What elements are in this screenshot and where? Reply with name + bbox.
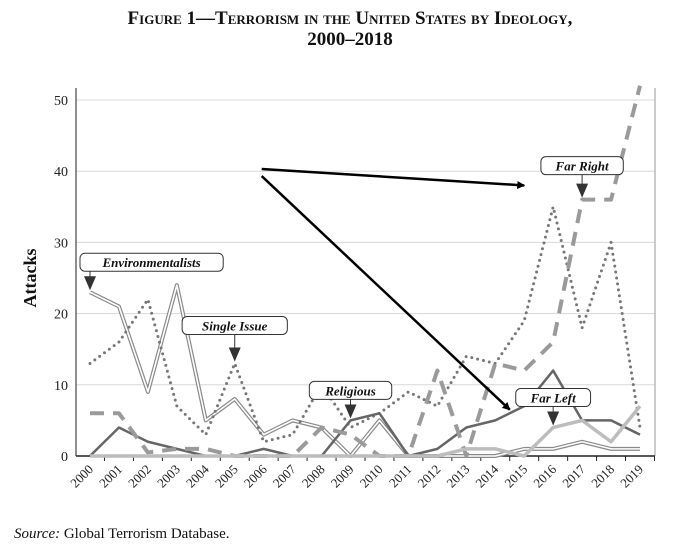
x-tick-label: 2006 bbox=[241, 461, 270, 490]
x-tick-label: 2000 bbox=[67, 462, 96, 491]
series-line-religious bbox=[89, 369, 641, 458]
annotation-box bbox=[308, 380, 393, 400]
y-tick-label: 20 bbox=[54, 308, 68, 323]
x-tick-label: 2005 bbox=[212, 462, 241, 491]
x-tick-label: 2003 bbox=[154, 462, 183, 491]
pointer-arrow bbox=[260, 175, 511, 411]
x-tick-label: 2015 bbox=[501, 462, 530, 491]
x-tick-label: 2013 bbox=[443, 462, 472, 491]
annotation-box bbox=[540, 156, 624, 176]
source-note: Source: Global Terrorism Database. bbox=[14, 526, 230, 543]
title-line-2: 2000–2018 bbox=[307, 29, 393, 50]
x-tick-label: 2002 bbox=[125, 462, 154, 491]
y-tick-label: 50 bbox=[54, 94, 68, 109]
series-line-single-issue bbox=[88, 205, 642, 444]
x-tick-label: 2010 bbox=[357, 462, 386, 491]
x-tick-label: 2007 bbox=[270, 461, 299, 490]
y-axis-label: Attacks bbox=[20, 249, 40, 308]
series-line-far-left bbox=[90, 405, 642, 458]
series-line-environmentalists bbox=[89, 284, 640, 457]
x-tick-label: 2018 bbox=[588, 462, 617, 491]
x-tick-label: 2017 bbox=[559, 461, 588, 490]
annotation-label: Environmentalists bbox=[101, 255, 200, 270]
y-tick-label: 0 bbox=[61, 450, 68, 465]
y-tick-label: 40 bbox=[54, 165, 68, 180]
x-tick-label: 2009 bbox=[328, 462, 357, 491]
source-label: Source: bbox=[14, 526, 61, 542]
annotation-label: Single Issue bbox=[202, 318, 268, 333]
x-tick-label: 2012 bbox=[414, 462, 443, 491]
annotation-box bbox=[515, 388, 592, 408]
source-text: Global Terrorism Database. bbox=[60, 526, 230, 542]
x-tick-label: 2016 bbox=[530, 461, 559, 490]
x-tick-label: 2019 bbox=[617, 462, 646, 491]
title-line-1: Figure 1—Terrorism in the United States … bbox=[127, 8, 573, 29]
x-tick-label: 2001 bbox=[96, 462, 125, 491]
annotation-box bbox=[79, 252, 224, 272]
pointer-arrow bbox=[261, 167, 526, 189]
x-tick-label: 2004 bbox=[183, 461, 212, 490]
x-tick-label: 2011 bbox=[386, 462, 415, 491]
y-tick-label: 10 bbox=[54, 379, 68, 394]
x-tick-label: 2008 bbox=[299, 462, 328, 491]
series-line-far-right bbox=[90, 85, 642, 458]
x-tick-label: 2014 bbox=[472, 461, 501, 490]
annotation-box bbox=[181, 315, 288, 335]
y-tick-label: 30 bbox=[54, 236, 68, 251]
annotation-label: Far Right bbox=[555, 159, 609, 174]
chart-title: Figure 1—Terrorism in the United States … bbox=[0, 8, 700, 50]
annotation-label: Religious bbox=[324, 383, 376, 398]
annotation-label: Far Left bbox=[530, 391, 577, 406]
